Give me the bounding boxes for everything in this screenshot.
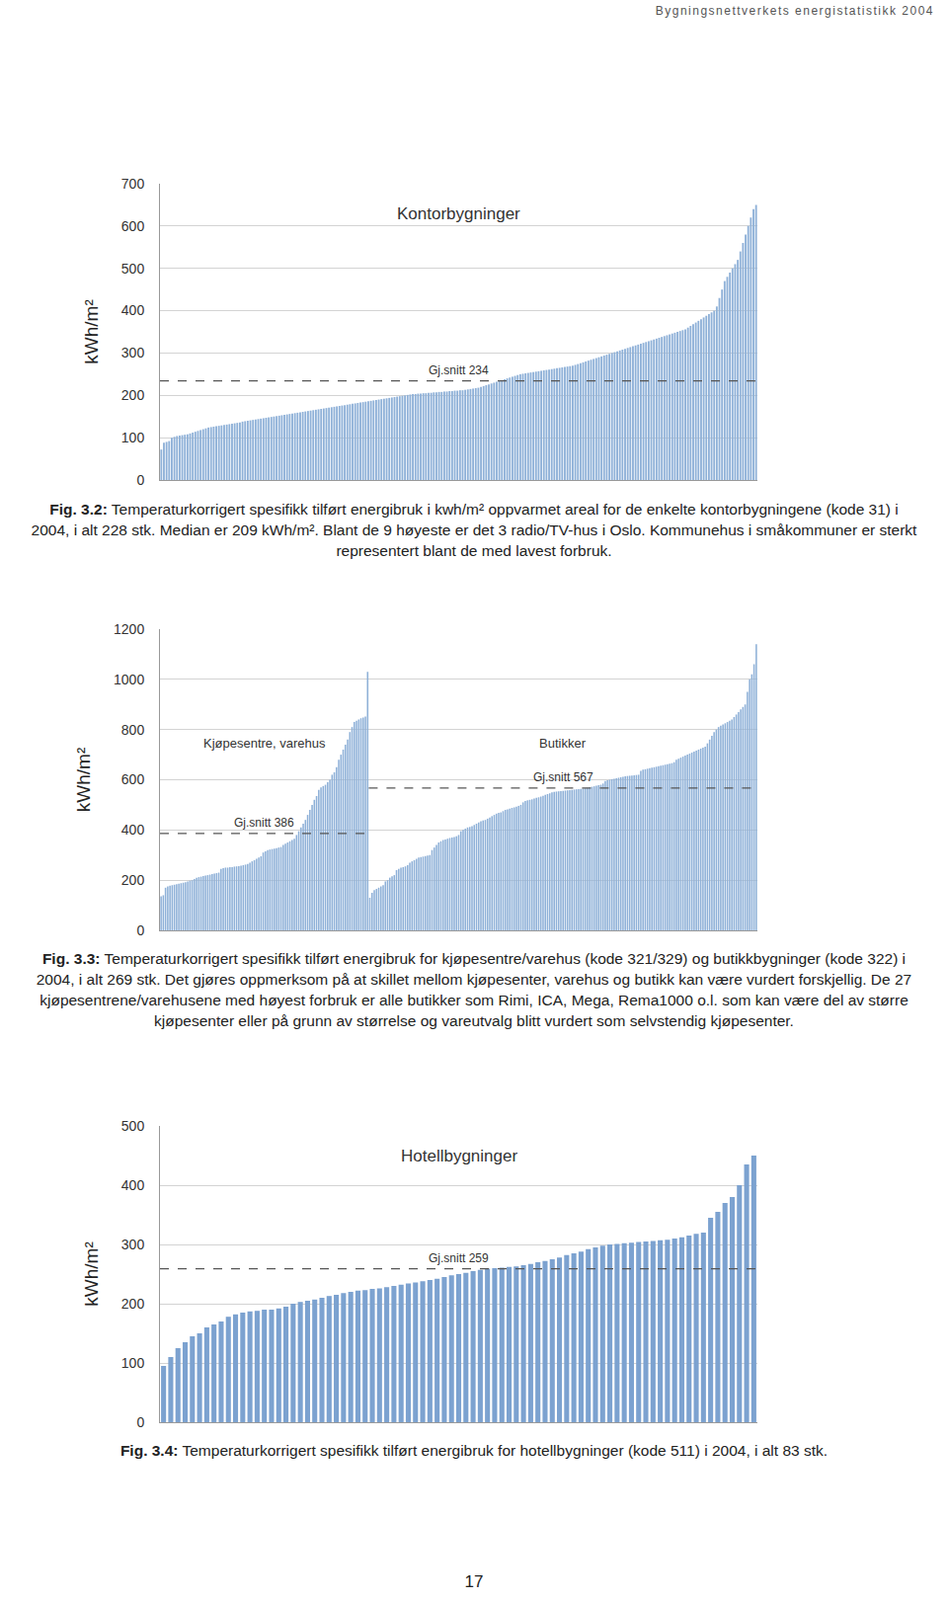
html-text:Bygningsnettverkets energistat: Bygningsnettverkets energistatistikk 200… bbox=[655, 3, 935, 18]
svg-text:300: 300 bbox=[121, 1236, 146, 1253]
svg-text:1200: 1200 bbox=[113, 621, 145, 637]
svg-text:700: 700 bbox=[121, 175, 146, 192]
svg-text:400: 400 bbox=[121, 1177, 146, 1193]
svg-text:Gj.snitt 386: Gj.snitt 386 bbox=[234, 815, 295, 830]
html-text:Fig. 3.4: Temperaturkorrigert: Fig. 3.4: Temperaturkorrigert spesifikk … bbox=[120, 1441, 828, 1459]
svg-text:kWh/m²: kWh/m² bbox=[80, 299, 102, 364]
svg-text:100: 100 bbox=[121, 429, 146, 446]
svg-text:Kontorbygninger: Kontorbygninger bbox=[396, 204, 521, 224]
svg-text:Gj.snitt 234: Gj.snitt 234 bbox=[428, 363, 489, 378]
svg-text:600: 600 bbox=[121, 218, 146, 235]
svg-text:200: 200 bbox=[121, 387, 146, 403]
svg-text:600: 600 bbox=[121, 771, 146, 788]
svg-text:300: 300 bbox=[121, 344, 146, 361]
svg-text:0: 0 bbox=[136, 472, 145, 488]
svg-text:400: 400 bbox=[121, 821, 146, 838]
svg-text:Gj.snitt 567: Gj.snitt 567 bbox=[533, 770, 594, 785]
svg-text:Kjøpesentre, varehus: Kjøpesentre, varehus bbox=[203, 735, 326, 751]
svg-text:0: 0 bbox=[136, 1414, 145, 1430]
svg-text:1000: 1000 bbox=[113, 671, 145, 688]
svg-text:400: 400 bbox=[121, 302, 146, 318]
svg-text:500: 500 bbox=[121, 1117, 146, 1134]
svg-text:800: 800 bbox=[121, 721, 146, 738]
svg-text:kWh/m²: kWh/m² bbox=[80, 1241, 102, 1306]
html-text:17: 17 bbox=[464, 1572, 484, 1591]
svg-text:200: 200 bbox=[121, 1295, 146, 1312]
svg-text:100: 100 bbox=[121, 1354, 146, 1371]
svg-text:kWh/m²: kWh/m² bbox=[73, 747, 94, 812]
svg-text:Butikker: Butikker bbox=[539, 735, 587, 751]
svg-text:500: 500 bbox=[121, 260, 146, 277]
svg-text:200: 200 bbox=[121, 871, 146, 888]
html-text:Fig. 3.2: Temperaturkorrigert: Fig. 3.2: Temperaturkorrigert spesifikk … bbox=[31, 500, 917, 559]
svg-text:Hotellbygninger: Hotellbygninger bbox=[400, 1146, 518, 1166]
html-text:Fig. 3.3: Temperaturkorrigert: Fig. 3.3: Temperaturkorrigert spesifikk … bbox=[36, 949, 912, 1029]
svg-text:Gj.snitt 259: Gj.snitt 259 bbox=[428, 1251, 489, 1265]
svg-text:0: 0 bbox=[136, 922, 145, 939]
